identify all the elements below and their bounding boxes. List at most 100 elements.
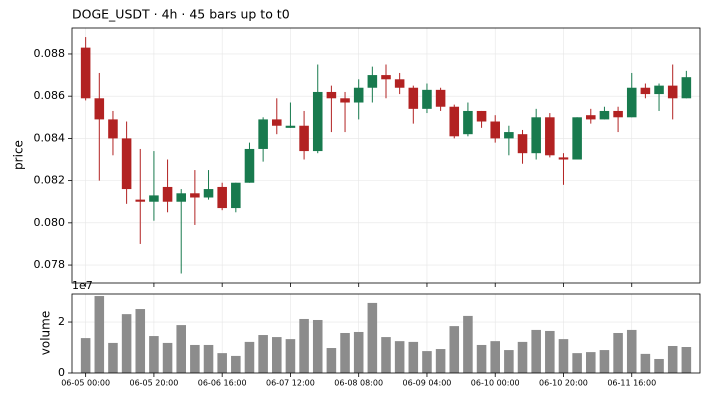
candle-body <box>149 195 159 202</box>
volume-bar <box>312 319 323 373</box>
volume-bar <box>504 350 514 373</box>
y-tick-label: 0.086 <box>34 89 66 102</box>
x-tick-label: 06-05 20:00 <box>129 379 178 388</box>
candle-body <box>367 75 378 88</box>
volume-bar <box>299 318 309 373</box>
candle-body <box>203 189 214 198</box>
candle-body <box>381 75 391 80</box>
candle-body <box>162 186 173 202</box>
volume-bar <box>531 329 541 373</box>
candle-body <box>558 157 569 160</box>
volume-bar <box>558 339 569 373</box>
volume-bar <box>176 325 186 373</box>
volume-bar <box>545 330 555 373</box>
volume-bar <box>517 341 528 373</box>
volume-bar <box>626 329 637 373</box>
candle-body <box>176 193 186 202</box>
y-tick-label: 0.088 <box>34 47 66 60</box>
candle-body <box>613 110 623 118</box>
volume-bar <box>217 353 227 373</box>
candle-body <box>640 87 651 95</box>
candle-body <box>353 87 364 103</box>
x-tick-label: 06-10 00:00 <box>471 379 520 388</box>
candle-body <box>545 117 555 156</box>
volume-bar <box>190 344 200 373</box>
candle-body <box>231 182 241 209</box>
candle-body <box>272 119 282 126</box>
volume-bar <box>681 347 692 373</box>
y-tick-label: 0.084 <box>34 131 66 144</box>
volume-bar <box>381 337 391 373</box>
x-tick-label: 06-09 04:00 <box>403 379 452 388</box>
volume-bar <box>135 309 146 373</box>
volume-bar <box>476 344 487 373</box>
volume-bar <box>613 332 623 373</box>
volume-bar <box>162 342 173 373</box>
volume-bar <box>121 314 132 373</box>
volume-bar <box>258 335 268 373</box>
candle-body <box>285 125 296 128</box>
volume-bar <box>408 341 419 373</box>
volume-bar <box>272 337 282 373</box>
y-tick-label: 0.080 <box>34 216 66 229</box>
candle-body <box>108 119 118 139</box>
candle-body <box>190 193 200 198</box>
y-tick-label: 0 <box>58 366 65 379</box>
candle-body <box>435 89 446 107</box>
volume-bar <box>490 341 500 373</box>
candle-body <box>654 85 664 95</box>
candle-body <box>667 85 678 99</box>
candle-body <box>517 134 528 154</box>
candle-body <box>217 186 227 209</box>
volume-bar <box>231 355 241 373</box>
candle-body <box>258 119 268 149</box>
candle-body <box>94 98 105 120</box>
volume-bar <box>394 341 405 373</box>
volume-bar <box>667 345 678 373</box>
y-tick-label: 2 <box>58 315 65 328</box>
candle-body <box>121 138 132 190</box>
x-tick-label: 06-10 20:00 <box>539 379 588 388</box>
y-tick-label: 0.078 <box>34 258 66 271</box>
volume-bar <box>640 353 651 373</box>
candle-body <box>312 91 323 152</box>
y-tick-label: 0.082 <box>34 174 66 187</box>
candle-body <box>135 199 146 202</box>
candle-body <box>681 77 692 99</box>
candle-body <box>326 91 337 99</box>
x-tick-label: 06-06 16:00 <box>198 379 247 388</box>
x-tick-label: 06-08 08:00 <box>334 379 383 388</box>
volume-bar <box>353 331 364 373</box>
candle-body <box>531 117 541 154</box>
volume-bar <box>108 342 118 373</box>
chart-title: DOGE_USDT · 4h · 45 bars up to t0 <box>72 7 290 22</box>
volume-bar <box>435 349 446 373</box>
volume-bar <box>599 350 610 373</box>
candle-body <box>599 110 610 120</box>
candle-body <box>80 47 91 99</box>
volume-bar <box>244 341 255 373</box>
candle-body <box>476 110 487 122</box>
candle-body <box>449 106 460 137</box>
volume-bar <box>463 315 473 373</box>
candle-body <box>626 87 637 118</box>
x-tick-label: 06-11 16:00 <box>607 379 656 388</box>
volume-bar <box>449 326 460 373</box>
x-tick-label: 06-07 12:00 <box>266 379 315 388</box>
volume-bar <box>654 358 664 373</box>
volume-frame <box>71 293 701 374</box>
volume-bar <box>326 348 337 373</box>
candle-body <box>299 125 309 152</box>
volume-bar <box>149 336 159 373</box>
volume-bar <box>367 302 378 373</box>
candle-body <box>394 79 405 88</box>
candle-body <box>586 115 596 120</box>
candle-body <box>504 132 514 139</box>
candle-body <box>340 98 350 103</box>
volume-bar <box>422 351 432 373</box>
volume-axis-label: volume <box>39 311 53 355</box>
volume-bar <box>572 353 582 373</box>
volume-bar <box>285 339 296 373</box>
candle-body <box>244 148 255 183</box>
